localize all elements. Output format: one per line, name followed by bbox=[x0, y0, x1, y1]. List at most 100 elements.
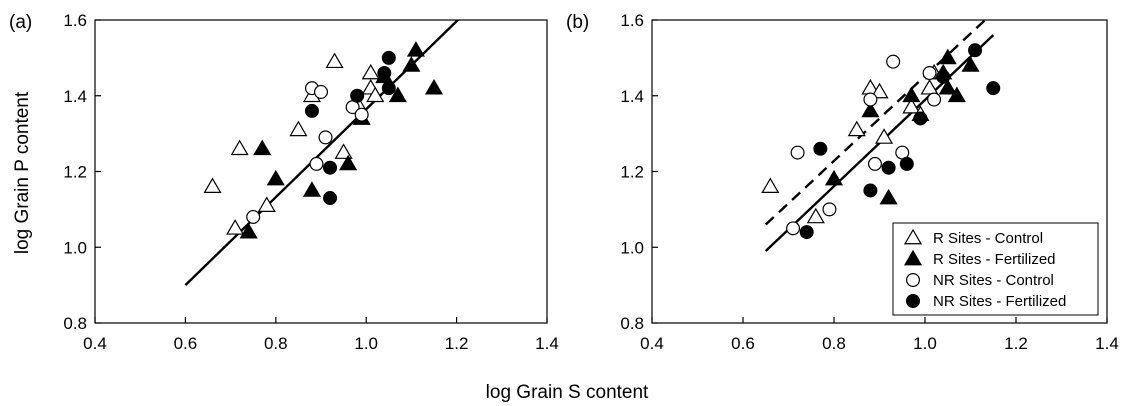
filled-triangle-point bbox=[424, 78, 444, 95]
open-triangle-point bbox=[257, 196, 276, 212]
open-circle-point bbox=[314, 84, 329, 99]
x-tick-label: 1.0 bbox=[354, 334, 378, 353]
x-tick-label: 1.2 bbox=[1004, 334, 1028, 353]
legend-label: R Sites - Control bbox=[933, 230, 1043, 247]
open-triangle-point bbox=[366, 86, 385, 103]
filled-triangle-point bbox=[406, 41, 425, 57]
y-axis-title: log Grain P content bbox=[12, 91, 33, 254]
open-triangle-point bbox=[230, 139, 249, 156]
filled-triangle-point bbox=[879, 188, 898, 205]
y-tick-label: 0.8 bbox=[620, 314, 644, 333]
filled-triangle-point bbox=[947, 86, 966, 103]
x-tick-label: 0.4 bbox=[83, 334, 107, 353]
open-triangle-point bbox=[875, 128, 894, 144]
open-circle-point bbox=[822, 202, 837, 217]
filled-triangle-point bbox=[239, 222, 258, 239]
open-circle-point bbox=[886, 54, 901, 69]
panel-b: 0.4 0.6 0.8 1.0 1.2 1.4 0.8 1.0 1.2 1.4 1.6 (b) bbox=[566, 11, 1119, 353]
open-triangle-point bbox=[226, 219, 245, 235]
y-tick-label: 1.6 bbox=[63, 11, 87, 30]
filled-circle-point bbox=[799, 225, 814, 240]
legend-label: NR Sites - Control bbox=[933, 272, 1054, 289]
y-tick-label: 1.0 bbox=[620, 238, 644, 257]
legend-open-triangle-icon bbox=[903, 228, 923, 245]
panel-a: 0.4 0.6 0.8 1.0 1.2 1.4 0.8 1.0 1.2 1.4 1.6 (a) bbox=[9, 11, 559, 353]
x-tick-label: 0.4 bbox=[640, 334, 664, 353]
y-tick-label: 1.4 bbox=[620, 87, 644, 106]
filled-circle-point bbox=[986, 81, 1001, 96]
open-triangle-point bbox=[334, 143, 353, 159]
filled-circle-point bbox=[323, 160, 338, 175]
x-axis-title: log Grain S content bbox=[486, 382, 649, 403]
open-triangle-point bbox=[806, 207, 825, 224]
open-circle-point bbox=[246, 209, 261, 224]
open-circle-point bbox=[790, 145, 805, 160]
open-triangle-point bbox=[761, 177, 780, 194]
legend: R Sites - Control R Sites - Fertilized NR … bbox=[892, 222, 1099, 316]
x-tick-label: 0.8 bbox=[822, 334, 846, 353]
filled-triangle-point bbox=[302, 181, 322, 197]
panel-label: (b) bbox=[566, 12, 589, 33]
open-circle-point bbox=[927, 92, 942, 107]
filled-triangle-point bbox=[402, 56, 421, 72]
open-triangle-point bbox=[902, 97, 921, 114]
open-triangle-point bbox=[325, 52, 344, 69]
y-tick-label: 1.0 bbox=[63, 238, 87, 257]
open-triangle-point bbox=[870, 82, 889, 99]
legend-open-circle-icon bbox=[905, 273, 920, 288]
x-tick-label: 1.4 bbox=[535, 334, 559, 353]
legend-box bbox=[892, 222, 1099, 316]
panel-label: (a) bbox=[9, 12, 32, 33]
filled-circle-point bbox=[813, 141, 828, 156]
filled-circle-point bbox=[381, 50, 396, 65]
filled-triangle-point bbox=[253, 139, 272, 156]
open-circle-point bbox=[863, 92, 878, 107]
open-triangle-point bbox=[203, 177, 222, 194]
filled-circle-point bbox=[899, 156, 914, 171]
legend-filled-circle-icon bbox=[905, 294, 920, 309]
filled-triangle-point bbox=[938, 78, 957, 95]
filled-circle-point bbox=[913, 111, 928, 126]
filled-circle-point bbox=[377, 66, 392, 81]
open-triangle-point bbox=[920, 78, 939, 95]
y-tick-label: 0.8 bbox=[63, 314, 87, 333]
x-tick-label: 1.4 bbox=[1095, 334, 1119, 353]
legend-label: R Sites - Fertilized bbox=[933, 251, 1056, 268]
filled-circle-point bbox=[381, 81, 396, 96]
regression-line-dashed bbox=[764, 20, 987, 226]
open-circle-point bbox=[786, 221, 801, 236]
plot-frame bbox=[94, 19, 548, 324]
filled-triangle-point bbox=[938, 48, 957, 65]
open-circle-point bbox=[867, 156, 882, 171]
filled-triangle-point bbox=[339, 154, 358, 171]
filled-circle-point bbox=[881, 160, 896, 175]
y-tick-label: 1.4 bbox=[63, 87, 87, 106]
filled-circle-point bbox=[936, 69, 951, 84]
x-tick-label: 0.8 bbox=[264, 334, 288, 353]
open-circle-point bbox=[354, 107, 369, 122]
y-tick-label: 1.2 bbox=[620, 163, 644, 182]
filled-circle-point bbox=[323, 191, 338, 206]
x-tick-label: 1.2 bbox=[445, 334, 469, 353]
open-circle-point bbox=[922, 66, 937, 81]
x-tick-label: 1.0 bbox=[913, 334, 937, 353]
open-circle-point bbox=[309, 156, 324, 171]
filled-triangle-point bbox=[902, 86, 921, 103]
filled-triangle-point bbox=[824, 169, 844, 186]
open-triangle-point bbox=[361, 63, 380, 80]
filled-circle-point bbox=[304, 103, 319, 118]
regression-line-solid bbox=[184, 20, 460, 286]
filled-triangle-point bbox=[388, 86, 407, 103]
legend-label: NR Sites - Fertilized bbox=[933, 293, 1066, 310]
legend-filled-triangle-icon bbox=[903, 249, 923, 266]
open-triangle-point bbox=[847, 120, 866, 137]
x-tick-label: 0.6 bbox=[731, 334, 755, 353]
filled-circle-point bbox=[968, 43, 983, 58]
filled-triangle-point bbox=[861, 101, 880, 118]
filled-circle-point bbox=[863, 183, 878, 198]
filled-triangle-point bbox=[266, 169, 285, 186]
y-tick-label: 1.2 bbox=[63, 163, 87, 182]
open-triangle-point bbox=[289, 120, 308, 137]
filled-triangle-point bbox=[961, 56, 980, 72]
